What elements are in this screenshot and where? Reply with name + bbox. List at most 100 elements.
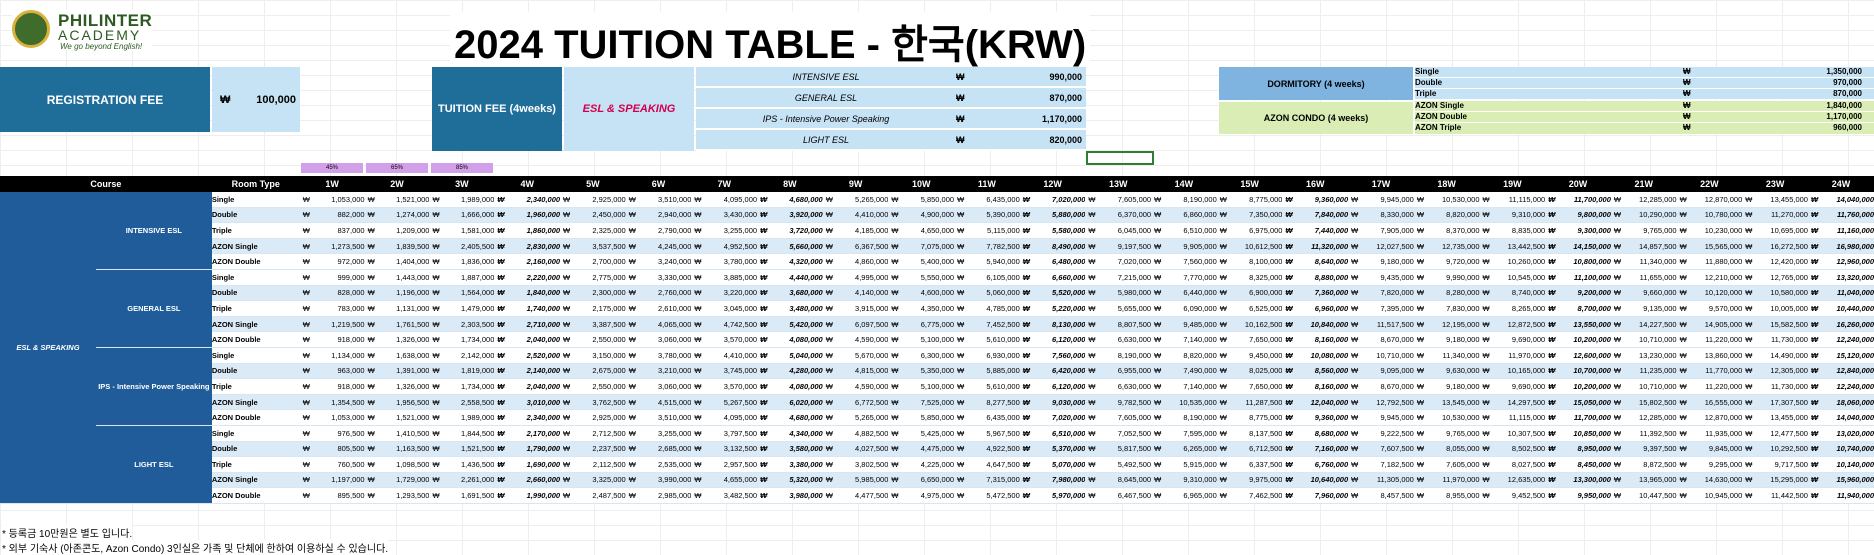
currency-symbol: ₩ (694, 257, 702, 267)
currency-symbol: ₩ (497, 257, 505, 267)
price-value: 3,330,000 (658, 272, 692, 282)
currency-symbol: ₩ (1416, 194, 1424, 204)
header-week: 10W (888, 176, 955, 192)
price-cell: ₩3,255,000 (625, 425, 692, 442)
currency-symbol: ₩ (1285, 210, 1293, 220)
currency-symbol: ₩ (1548, 288, 1556, 298)
price-value: 2,303,500 (461, 319, 495, 329)
price-cell: ₩13,550,000 (1545, 316, 1611, 333)
program-name: INTENSIVE ESL (95, 192, 212, 270)
price-cell: ₩6,510,000 (1019, 425, 1086, 442)
price-value: 7,560,000 (1052, 350, 1086, 360)
price-value: 1,581,000 (461, 225, 495, 235)
condo-row-currency: ₩ (1683, 123, 1691, 132)
price-cell: ₩9,180,000 (1413, 378, 1480, 395)
price-cell: ₩1,163,500 (364, 441, 430, 458)
price-cell: ₩1,740,000 (494, 300, 561, 317)
price-cell: ₩1,293,500 (364, 487, 430, 504)
price-value: 10,530,000 (1441, 413, 1480, 423)
currency-symbol: ₩ (1482, 335, 1490, 345)
price-value: 8,835,000 (1511, 225, 1546, 235)
currency-symbol: ₩ (497, 272, 505, 282)
price-cell: ₩2,450,000 (560, 207, 626, 224)
price-value: 5,520,000 (1052, 288, 1086, 298)
currency-symbol: ₩ (1745, 381, 1753, 391)
currency-symbol: ₩ (497, 319, 505, 329)
currency-symbol: ₩ (1810, 475, 1819, 485)
price-value: 2,940,000 (658, 210, 692, 220)
price-value: 8,190,000 (1117, 350, 1152, 360)
currency-symbol: ₩ (1416, 288, 1424, 298)
price-value: 13,965,000 (1639, 475, 1677, 485)
price-cell: ₩10,162,500 (1216, 316, 1283, 333)
currency-symbol: ₩ (628, 459, 636, 469)
currency-symbol: ₩ (1810, 459, 1819, 469)
price-cell: ₩7,525,000 (888, 394, 955, 411)
currency-symbol: ₩ (760, 381, 768, 391)
price-value: 5,885,000 (986, 366, 1020, 376)
currency-symbol: ₩ (497, 428, 505, 438)
currency-symbol: ₩ (302, 381, 310, 391)
price-value: 918,000 (337, 381, 365, 391)
header-week: 19W (1479, 176, 1546, 192)
price-value: 1,443,000 (396, 272, 430, 282)
currency-symbol: ₩ (367, 257, 375, 267)
price-cell: ₩5,985,000 (822, 472, 889, 489)
currency-symbol: ₩ (1613, 491, 1621, 501)
price-cell: ₩9,717,500 (1742, 456, 1808, 473)
currency-symbol: ₩ (302, 319, 310, 329)
currency-symbol: ₩ (302, 444, 310, 454)
price-value: 2,760,000 (658, 288, 692, 298)
currency-symbol: ₩ (1088, 428, 1096, 438)
currency-symbol: ₩ (1154, 366, 1162, 376)
price-cell: ₩9,630,000 (1413, 363, 1480, 380)
currency-symbol: ₩ (1745, 397, 1753, 407)
price-cell: ₩12,305,000 (1742, 363, 1808, 380)
price-value: 3,920,000 (789, 210, 823, 220)
price-cell: ₩5,060,000 (954, 285, 1020, 302)
price-value: 12,027,500 (1376, 241, 1414, 251)
price-value: 12,840,000 (1836, 366, 1874, 376)
price-value: 1,436,500 (461, 459, 495, 469)
price-value: 8,457,500 (1380, 491, 1414, 501)
currency-symbol: ₩ (1154, 444, 1162, 454)
price-cell: ₩4,320,000 (757, 253, 823, 270)
currency-symbol: ₩ (1613, 225, 1621, 235)
currency-symbol: ₩ (694, 459, 702, 469)
price-cell: ₩7,315,000 (954, 472, 1020, 489)
currency-symbol: ₩ (1351, 257, 1359, 267)
price-value: 8,027,500 (1511, 459, 1546, 469)
price-value: 1,836,000 (461, 257, 495, 267)
currency-symbol: ₩ (563, 366, 571, 376)
currency-symbol: ₩ (891, 428, 899, 438)
selected-cell[interactable] (1086, 151, 1154, 165)
price-cell: ₩4,600,000 (888, 285, 955, 302)
price-value: 11,517,500 (1376, 319, 1414, 329)
header-week: 1W (299, 176, 365, 192)
currency-symbol: ₩ (957, 194, 965, 204)
price-cell: ₩11,115,000 (1479, 409, 1546, 426)
currency-symbol: ₩ (1022, 241, 1030, 251)
price-cell: ₩3,060,000 (625, 331, 692, 348)
price-cell: ₩9,485,000 (1151, 316, 1217, 333)
price-value: 1,326,000 (396, 381, 430, 391)
currency-symbol: ₩ (1219, 241, 1227, 251)
room-type: AZON Double (211, 487, 300, 504)
price-value: 11,040,000 (1837, 288, 1874, 298)
price-cell: ₩1,761,500 (364, 316, 430, 333)
price-value: 12,870,000 (1704, 194, 1743, 204)
tuition-row-amount: 990,000 (1049, 71, 1082, 82)
price-cell: ₩15,120,000 (1807, 347, 1874, 364)
price-cell: ₩5,940,000 (954, 253, 1020, 270)
price-value: 5,967,500 (986, 428, 1020, 438)
tuition-row: GENERAL ESL ₩ 870,000 (696, 88, 1086, 109)
price-cell: ₩8,700,000 (1545, 300, 1611, 317)
price-cell: ₩10,307,500 (1479, 425, 1546, 442)
price-cell: ₩10,200,000 (1545, 331, 1611, 348)
dorm-row-amount: 870,000 (1833, 89, 1862, 98)
header-week: 11W (954, 176, 1020, 192)
currency-symbol: ₩ (1022, 288, 1030, 298)
price-value: 5,880,000 (1052, 210, 1086, 220)
price-cell: ₩11,940,000 (1807, 487, 1874, 504)
currency-symbol: ₩ (432, 381, 440, 391)
